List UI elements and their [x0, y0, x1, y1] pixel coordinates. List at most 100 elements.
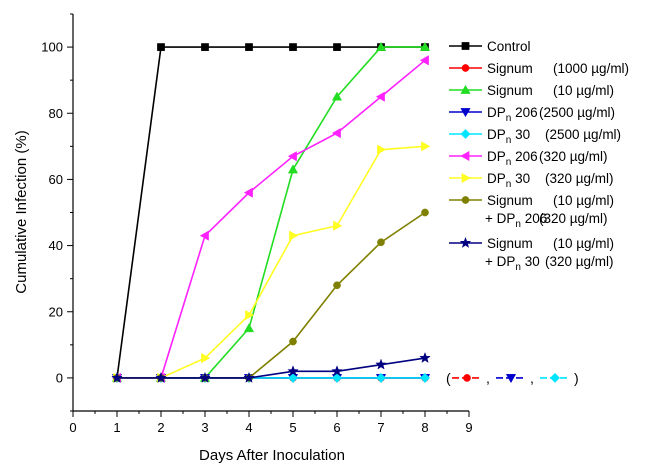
series-signum10-dp206-320: [113, 208, 429, 382]
legend-label-line2: + DPn 206(320 µg/ml): [485, 211, 608, 230]
legend-label-name: DP: [487, 171, 506, 186]
legend-label-subscript: n: [506, 113, 512, 124]
legend-item-dp206-320: DPn 206(320 µg/ml): [449, 149, 608, 168]
legend-swatch-marker: [461, 196, 470, 204]
legend-label-number: 206: [521, 211, 547, 226]
legend-label-name: Signum: [487, 61, 533, 76]
legend-label-number: 206: [511, 105, 537, 120]
legend-label: Signum (10 µg/ml): [487, 83, 614, 98]
legend-label-name: DP: [487, 149, 506, 164]
data-point-signum-10: [419, 41, 431, 51]
legend-label-subscript: n: [515, 219, 521, 230]
legend-label-name: Signum: [487, 193, 533, 208]
legend-label-concentration: (320 µg/ml): [539, 149, 608, 164]
annotation-swatch-marker: [505, 374, 517, 384]
y-tick-label: 0: [56, 370, 63, 385]
data-point-signum-10: [243, 323, 255, 333]
legend-label-subscript: n: [506, 157, 512, 168]
legend-label-name: DP: [487, 127, 506, 142]
legend-label: Signum (10 µg/ml): [487, 193, 614, 208]
annotation-swatch: [496, 374, 526, 384]
legend-item-dp30-320: DPn 30 (320 µg/ml): [449, 171, 614, 190]
legend-label-line2: + DPn 30 (320 µg/ml): [485, 254, 614, 273]
legend-label-concentration: (10 µg/ml): [553, 193, 614, 208]
data-point-control: [245, 43, 253, 51]
series-line-dp30-320: [117, 145, 426, 379]
data-point-dp30-2500: [287, 372, 299, 383]
series-line-signum10-dp206-320: [117, 211, 426, 379]
x-tick-label: 1: [113, 420, 120, 435]
data-point-control: [201, 43, 209, 51]
legend-swatch-marker: [460, 128, 471, 140]
plot-area: [111, 41, 431, 384]
series-line-control: [116, 46, 425, 379]
annotation-swatch: [540, 372, 570, 383]
legend-label-name: DP: [487, 105, 506, 120]
annotation-swatch: [452, 374, 482, 382]
data-point-dp206-320: [287, 151, 297, 162]
data-point-dp30-2500: [331, 372, 343, 383]
x-tick-label: 2: [157, 420, 164, 435]
y-tick-label: 40: [49, 238, 63, 253]
data-point-dp30-2500: [375, 372, 387, 383]
legend-label-concentration: (320 µg/ml): [545, 254, 614, 269]
x-tick-label: 3: [201, 420, 208, 435]
data-point-dp206-320: [199, 230, 209, 241]
x-tick-label: 8: [421, 420, 428, 435]
data-point-dp30-320: [201, 352, 211, 364]
data-point-signum10-dp30-320: [111, 371, 123, 383]
legend-label-number: 30: [511, 171, 530, 186]
annotation-close-paren: ): [574, 370, 579, 386]
overlap-annotation: (,,): [446, 370, 579, 386]
legend-label-concentration: (320 µg/ml): [539, 211, 608, 226]
data-point-signum10-dp30-320: [331, 365, 343, 377]
y-tick-label: 60: [49, 172, 63, 187]
y-tick-label: 80: [49, 106, 63, 121]
data-point-dp30-2500: [419, 372, 431, 383]
legend-label-prefix: + DP: [485, 254, 515, 269]
legend-label: Control: [487, 39, 531, 54]
x-tick-label: 6: [333, 420, 340, 435]
data-point-control: [333, 43, 341, 51]
legend-swatch-marker: [460, 150, 470, 162]
legend-label-concentration: (1000 µg/ml): [553, 61, 629, 76]
data-point-dp206-320: [243, 187, 253, 198]
legend-label: DPn 206(320 µg/ml): [487, 149, 608, 168]
legend-label-subscript: n: [506, 135, 512, 146]
legend-label-subscript: n: [506, 179, 512, 190]
data-point-signum10-dp206-320: [289, 337, 297, 346]
data-point-signum10-dp206-320: [377, 238, 385, 247]
annotation-open-paren: (: [446, 370, 451, 386]
annotation-separator: ,: [530, 370, 534, 386]
legend-item-signum-10: Signum (10 µg/ml): [449, 83, 614, 98]
legend-label-concentration: (10 µg/ml): [553, 83, 614, 98]
legend-swatch-marker: [461, 64, 470, 72]
data-point-signum10-dp30-320: [199, 371, 211, 383]
series-line-dp206-320: [117, 59, 426, 379]
data-point-signum-10: [287, 164, 299, 174]
legend-item-signum-1000: Signum (1000 µg/ml): [449, 61, 629, 76]
legend-label-subscript: n: [515, 262, 521, 273]
y-tick-label: 100: [41, 40, 63, 55]
data-point-signum10-dp30-320: [243, 371, 255, 383]
legend-swatch-marker: [460, 84, 471, 94]
data-point-signum10-dp30-320: [155, 371, 167, 383]
data-point-control: [157, 43, 165, 51]
legend-label-prefix: + DP: [485, 211, 515, 226]
x-tick-label: 5: [289, 420, 296, 435]
data-point-dp30-320: [333, 220, 343, 231]
legend-label-concentration: (2500 µg/ml): [539, 105, 615, 120]
legend-item-control: Control: [449, 39, 531, 54]
data-point-signum10-dp30-320: [375, 358, 387, 370]
x-tick-label: 9: [465, 420, 472, 435]
legend-label-name: Signum: [487, 83, 533, 98]
annotation-separator: ,: [486, 370, 490, 386]
legend-label: Signum (1000 µg/ml): [487, 61, 629, 76]
data-point-dp30-320: [377, 144, 387, 155]
legend-swatch-marker: [460, 108, 471, 118]
data-point-signum10-dp206-320: [333, 281, 341, 290]
legend-label-concentration: (2500 µg/ml): [545, 127, 621, 142]
legend-label-concentration: (320 µg/ml): [545, 171, 614, 186]
x-axis-title: Days After Inoculation: [199, 447, 345, 464]
